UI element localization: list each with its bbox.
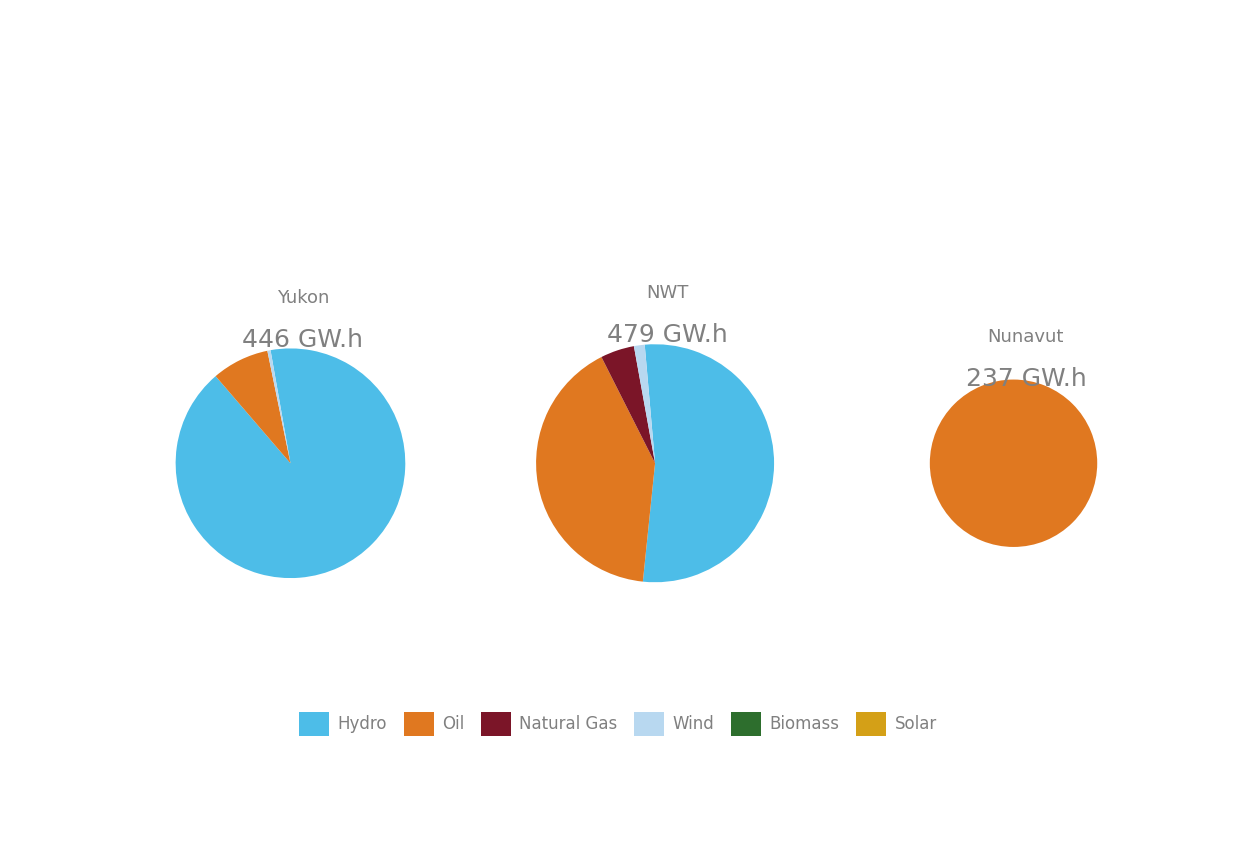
Text: 237 GW.h: 237 GW.h <box>965 367 1086 391</box>
Wedge shape <box>536 357 655 581</box>
Wedge shape <box>176 348 405 578</box>
Text: Nunavut: Nunavut <box>988 328 1064 346</box>
Wedge shape <box>634 345 655 463</box>
Wedge shape <box>929 380 1098 547</box>
Legend: Hydro, Oil, Natural Gas, Wind, Biomass, Solar: Hydro, Oil, Natural Gas, Wind, Biomass, … <box>290 704 946 744</box>
Wedge shape <box>215 351 290 463</box>
Text: Yukon: Yukon <box>277 289 329 307</box>
Text: NWT: NWT <box>646 284 688 302</box>
Wedge shape <box>267 350 290 463</box>
Wedge shape <box>602 346 655 463</box>
Wedge shape <box>643 344 774 582</box>
Text: 446 GW.h: 446 GW.h <box>242 328 363 352</box>
Text: 479 GW.h: 479 GW.h <box>607 323 728 347</box>
